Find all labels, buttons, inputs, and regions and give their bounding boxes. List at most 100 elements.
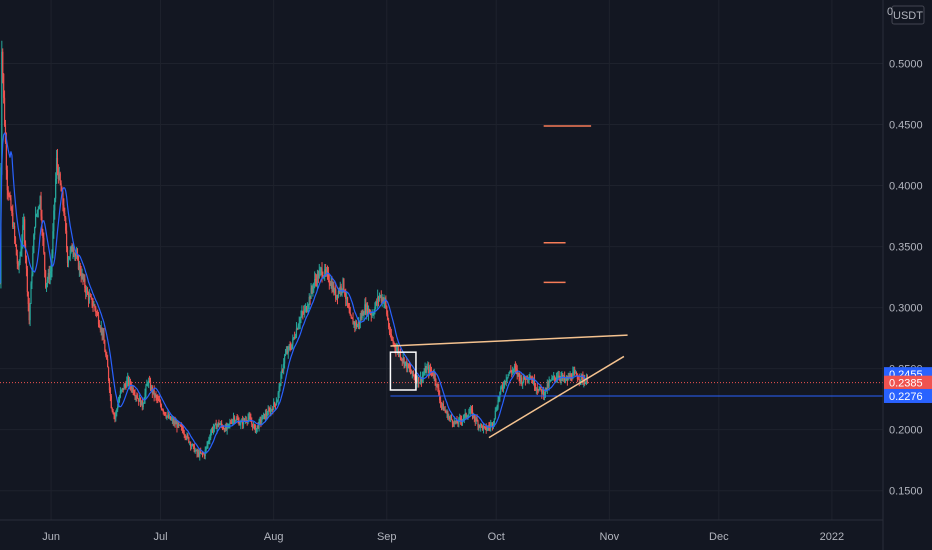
- candle-body: [58, 173, 60, 179]
- candle-body: [581, 374, 583, 377]
- candle-body: [505, 379, 507, 383]
- candle-body: [450, 417, 453, 420]
- candle-body: [584, 380, 586, 384]
- candle-body: [529, 377, 531, 379]
- candle-body: [342, 278, 344, 289]
- candle-body: [439, 400, 442, 403]
- y-axis-top-label: 0: [887, 6, 893, 18]
- candle-body: [213, 424, 215, 429]
- candle-body: [45, 283, 48, 288]
- candle-body: [557, 375, 559, 378]
- candle-body: [356, 322, 358, 327]
- candle-body: [337, 290, 340, 297]
- candle-body: [252, 424, 255, 428]
- candle-body: [406, 361, 408, 369]
- candle-body: [334, 289, 336, 294]
- candle-body: [499, 391, 501, 398]
- candle-body: [105, 351, 107, 356]
- candle-body: [319, 269, 321, 272]
- trendline-lower[interactable]: [488, 355, 625, 439]
- candle-body: [7, 190, 9, 196]
- candle-body: [220, 423, 222, 425]
- candle-body: [304, 306, 307, 309]
- candle-body: [368, 309, 371, 314]
- candle-body: [312, 289, 314, 291]
- drawing-annotations[interactable]: [389, 125, 883, 439]
- candle-body: [551, 377, 553, 381]
- candle-body: [70, 246, 72, 251]
- candle-body: [346, 296, 349, 305]
- candle-body: [8, 195, 10, 197]
- candlestick-series: [0, 40, 589, 461]
- candle-body: [214, 423, 216, 425]
- candle-body: [371, 314, 373, 316]
- trendline-upper[interactable]: [390, 334, 628, 347]
- candle-body: [72, 250, 74, 252]
- candle-body: [5, 142, 7, 170]
- candle-body: [360, 317, 362, 319]
- candle-body: [127, 377, 129, 381]
- candle-body: [545, 387, 548, 390]
- candle-body: [491, 423, 493, 425]
- candle-body: [227, 424, 229, 426]
- candle-body: [310, 288, 312, 299]
- candle-body: [351, 317, 353, 319]
- candle-body: [144, 392, 146, 400]
- candle-body: [93, 305, 95, 306]
- candle-body: [290, 348, 292, 350]
- candle-body: [195, 450, 197, 452]
- candle-body: [524, 378, 527, 380]
- candle-body: [159, 400, 161, 402]
- candle-body: [575, 372, 578, 376]
- candle-body: [98, 324, 101, 328]
- candle-body: [514, 366, 516, 369]
- candle-body: [586, 378, 589, 383]
- candle-body: [417, 377, 419, 383]
- candle-body: [37, 209, 39, 211]
- candle-body: [38, 206, 40, 210]
- candle-body: [206, 444, 208, 447]
- candle-body: [230, 422, 232, 424]
- currency-label-box[interactable]: USDT: [891, 5, 925, 25]
- candle-body: [271, 409, 273, 411]
- candle-body: [463, 414, 465, 419]
- candle-body: [487, 426, 489, 429]
- candle-body: [22, 225, 24, 241]
- candle-body: [353, 322, 355, 325]
- candle-body: [40, 196, 42, 217]
- candle-body: [571, 378, 573, 380]
- candle-body: [479, 425, 481, 428]
- candle-body: [45, 270, 47, 288]
- candle-body: [508, 373, 510, 375]
- candle-body: [416, 379, 418, 383]
- candle-body: [243, 419, 246, 421]
- candle-body: [25, 257, 28, 269]
- candle-body: [362, 312, 364, 316]
- candle-body: [18, 262, 20, 267]
- candle-body: [275, 402, 277, 405]
- candle-body: [429, 368, 432, 372]
- candle-body: [390, 333, 392, 339]
- candle-body: [340, 286, 342, 291]
- candle-body: [3, 97, 6, 126]
- candle-body: [574, 372, 577, 374]
- candle-body: [44, 252, 46, 271]
- candle-body: [543, 390, 545, 397]
- candle-body: [513, 366, 516, 370]
- candle-body: [203, 453, 205, 457]
- candle-body: [83, 278, 85, 280]
- candle-body: [578, 379, 580, 381]
- candle-body: [440, 402, 443, 406]
- candle-body: [185, 437, 187, 439]
- time-axis[interactable]: Jun Jul Aug Sep Oct Nov Dec 2022: [42, 531, 844, 543]
- candle-body: [345, 295, 347, 300]
- candle-body: [88, 296, 90, 301]
- rectangle-drawing[interactable]: [389, 351, 417, 391]
- candle-body: [126, 380, 128, 388]
- candle-body: [332, 285, 334, 291]
- candle-body: [399, 352, 402, 359]
- candle-body: [169, 416, 171, 419]
- candle-body: [42, 231, 44, 238]
- candle-body: [67, 259, 70, 264]
